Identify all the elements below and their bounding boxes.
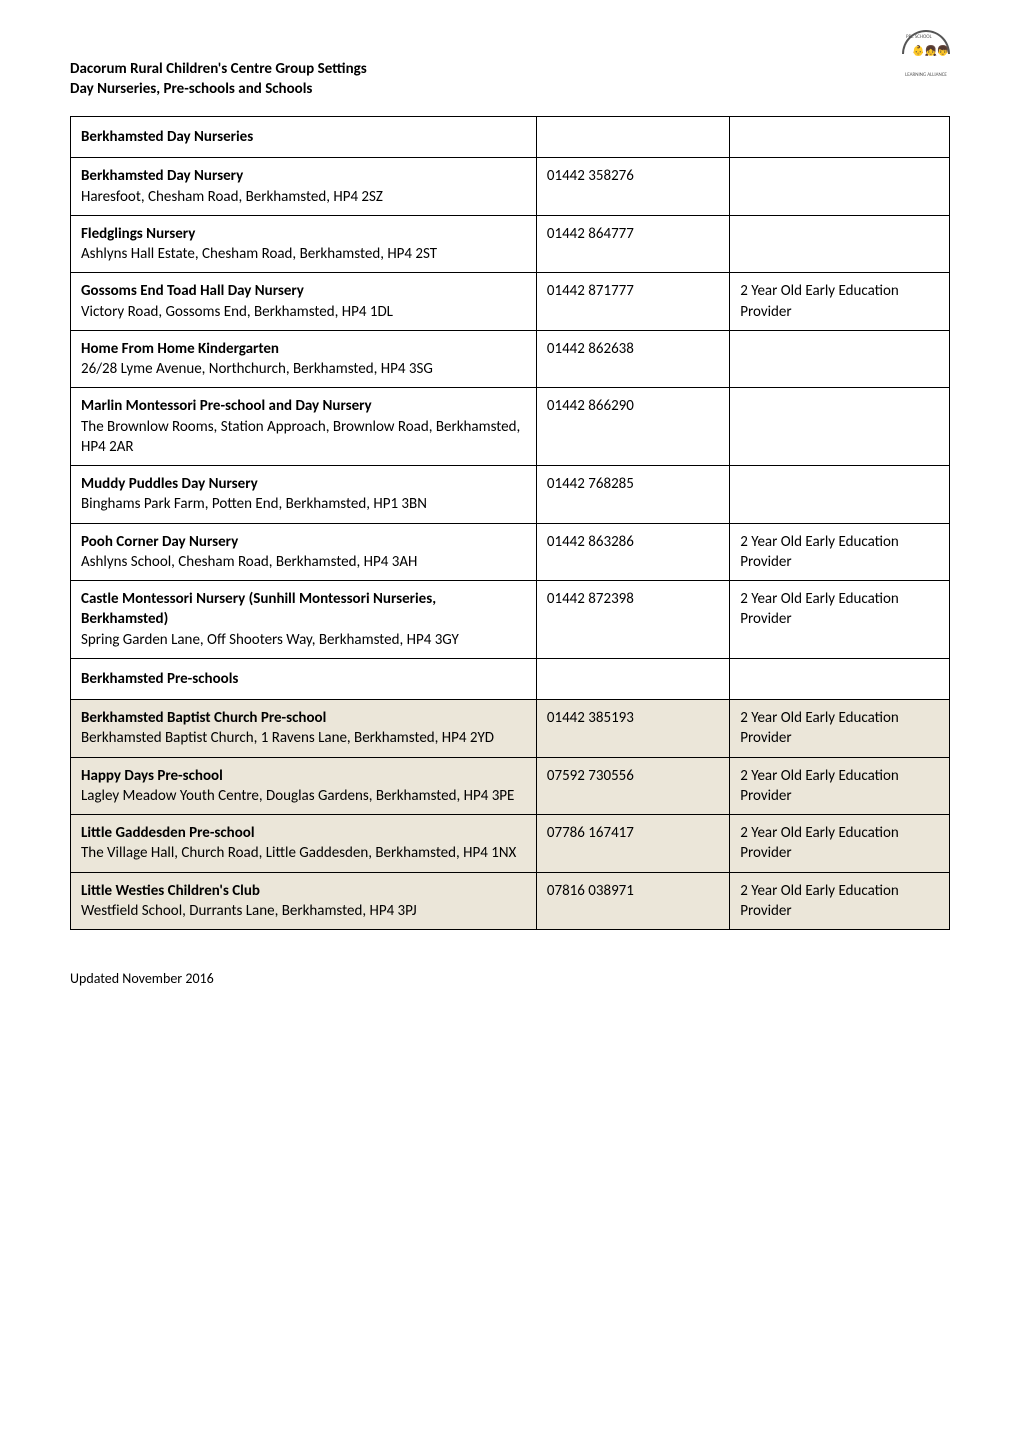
entry-address: Victory Road, Gossoms End, Berkhamsted, … <box>81 303 393 321</box>
entry-address: 26/28 Lyme Avenue, Northchurch, Berkhams… <box>81 360 433 378</box>
section-header-empty <box>536 658 729 699</box>
entry-address: Ashlyns School, Chesham Road, Berkhamste… <box>81 553 417 571</box>
entry-name: Muddy Puddles Day Nursery <box>81 475 258 493</box>
note-cell <box>730 466 950 524</box>
table-row: Marlin Montessori Pre-school and Day Nur… <box>71 388 950 466</box>
entry-cell: Castle Montessori Nursery (Sunhill Monte… <box>71 581 537 659</box>
entry-address: Binghams Park Farm, Potten End, Berkhams… <box>81 495 427 513</box>
table-row: Little Westies Children's Club Westfield … <box>71 872 950 930</box>
footer-text: Updated November 2016 <box>70 970 950 987</box>
entry-name: Fledglings Nursery <box>81 225 195 243</box>
phone-cell: 01442 385193 <box>536 700 729 758</box>
table-row: Castle Montessori Nursery (Sunhill Monte… <box>71 581 950 659</box>
entry-address: Lagley Meadow Youth Centre, Douglas Gard… <box>81 787 514 805</box>
entry-name: Happy Days Pre-school <box>81 767 223 785</box>
page-subtitle: Day Nurseries, Pre-schools and Schools <box>70 80 950 98</box>
entry-address: The Village Hall, Church Road, Little Ga… <box>81 844 516 862</box>
note-cell <box>730 215 950 273</box>
table-row: Happy Days Pre-school Lagley Meadow Youth… <box>71 757 950 815</box>
logo-arc-text: PRE SCHOOL <box>906 34 932 40</box>
entry-cell: Little Gaddesden Pre-school The Village H… <box>71 815 537 873</box>
entry-name: Home From Home Kindergarten <box>81 340 279 358</box>
table-row: Pooh Corner Day Nursery Ashlyns School, C… <box>71 523 950 581</box>
entry-name: Little Westies Children's Club <box>81 882 260 900</box>
phone-cell: 01442 768285 <box>536 466 729 524</box>
entry-name: Berkhamsted Day Nursery <box>81 167 243 185</box>
phone-cell: 01442 866290 <box>536 388 729 466</box>
entry-address: The Brownlow Rooms, Station Approach, Br… <box>81 418 520 456</box>
table-row: Home From Home Kindergarten 26/28 Lyme Av… <box>71 330 950 388</box>
section-header-empty <box>730 658 950 699</box>
page-title: Dacorum Rural Children's Centre Group Se… <box>70 60 950 78</box>
entry-cell: Home From Home Kindergarten 26/28 Lyme Av… <box>71 330 537 388</box>
phone-cell: 01442 864777 <box>536 215 729 273</box>
phone-cell: 07592 730556 <box>536 757 729 815</box>
entry-name: Castle Montessori Nursery (Sunhill Monte… <box>81 590 436 628</box>
section-header-empty <box>730 117 950 158</box>
section-header: Berkhamsted Day Nurseries <box>71 117 537 158</box>
note-cell <box>730 388 950 466</box>
note-cell: 2 Year Old Early Education Provider <box>730 581 950 659</box>
phone-cell: 01442 872398 <box>536 581 729 659</box>
entry-cell: Muddy Puddles Day Nursery Binghams Park F… <box>71 466 537 524</box>
entry-name: Berkhamsted Baptist Church Pre-school <box>81 709 326 727</box>
note-cell <box>730 158 950 216</box>
note-cell: 2 Year Old Early Education Provider <box>730 523 950 581</box>
entry-cell: Fledglings Nursery Ashlyns Hall Estate, C… <box>71 215 537 273</box>
note-cell: 2 Year Old Early Education Provider <box>730 700 950 758</box>
note-cell: 2 Year Old Early Education Provider <box>730 872 950 930</box>
table-row: Fledglings Nursery Ashlyns Hall Estate, C… <box>71 215 950 273</box>
entry-cell: Berkhamsted Baptist Church Pre-school Ber… <box>71 700 537 758</box>
entry-address: Westfield School, Durrants Lane, Berkham… <box>81 902 417 920</box>
entry-cell: Gossoms End Toad Hall Day Nursery Victory… <box>71 273 537 331</box>
note-cell: 2 Year Old Early Education Provider <box>730 757 950 815</box>
alliance-logo: PRE SCHOOL 👶👧👦 LEARNING ALLIANCE <box>902 30 950 78</box>
table-row: Gossoms End Toad Hall Day Nursery Victory… <box>71 273 950 331</box>
logo-bottom-text: LEARNING ALLIANCE <box>902 72 950 78</box>
note-cell <box>730 330 950 388</box>
section-header-empty <box>536 117 729 158</box>
entry-address: Haresfoot, Chesham Road, Berkhamsted, HP… <box>81 188 383 206</box>
phone-cell: 07786 167417 <box>536 815 729 873</box>
phone-cell: 01442 863286 <box>536 523 729 581</box>
phone-cell: 01442 862638 <box>536 330 729 388</box>
table-row: Muddy Puddles Day Nursery Binghams Park F… <box>71 466 950 524</box>
phone-cell: 07816 038971 <box>536 872 729 930</box>
entry-name: Gossoms End Toad Hall Day Nursery <box>81 282 304 300</box>
entry-address: Ashlyns Hall Estate, Chesham Road, Berkh… <box>81 245 437 263</box>
entry-cell: Berkhamsted Day Nursery Haresfoot, Chesha… <box>71 158 537 216</box>
entry-address: Spring Garden Lane, Off Shooters Way, Be… <box>81 631 459 649</box>
settings-table: Berkhamsted Day NurseriesBerkhamsted Day… <box>70 116 950 930</box>
note-cell: 2 Year Old Early Education Provider <box>730 815 950 873</box>
phone-cell: 01442 871777 <box>536 273 729 331</box>
entry-cell: Little Westies Children's Club Westfield … <box>71 872 537 930</box>
entry-name: Little Gaddesden Pre-school <box>81 824 255 842</box>
table-row: Berkhamsted Baptist Church Pre-school Ber… <box>71 700 950 758</box>
entry-name: Pooh Corner Day Nursery <box>81 533 238 551</box>
entry-cell: Pooh Corner Day Nursery Ashlyns School, C… <box>71 523 537 581</box>
table-row: Berkhamsted Day Nursery Haresfoot, Chesha… <box>71 158 950 216</box>
entry-address: Berkhamsted Baptist Church, 1 Ravens Lan… <box>81 729 494 747</box>
note-cell: 2 Year Old Early Education Provider <box>730 273 950 331</box>
entry-cell: Happy Days Pre-school Lagley Meadow Youth… <box>71 757 537 815</box>
entry-name: Marlin Montessori Pre-school and Day Nur… <box>81 397 372 415</box>
section-header: Berkhamsted Pre-schools <box>71 658 537 699</box>
table-row: Little Gaddesden Pre-school The Village H… <box>71 815 950 873</box>
phone-cell: 01442 358276 <box>536 158 729 216</box>
entry-cell: Marlin Montessori Pre-school and Day Nur… <box>71 388 537 466</box>
